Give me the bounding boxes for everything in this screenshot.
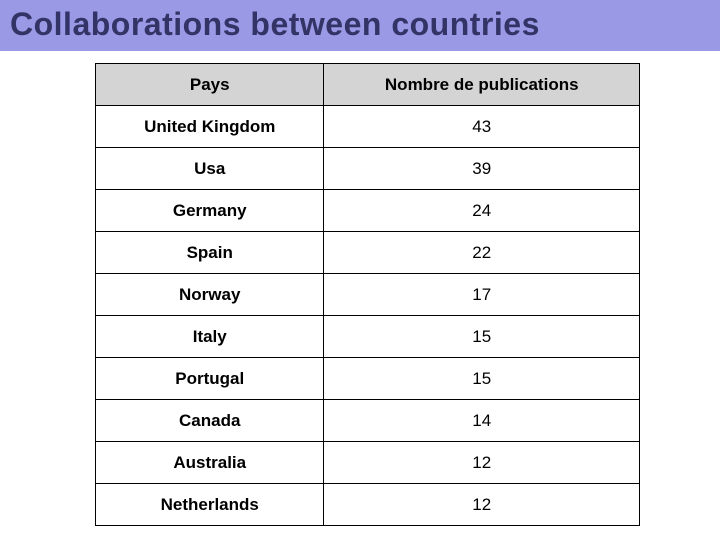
table-row: Portugal 15 <box>96 358 640 400</box>
cell-value: 14 <box>324 400 640 442</box>
table-row: Germany 24 <box>96 190 640 232</box>
cell-value: 15 <box>324 316 640 358</box>
cell-country: Germany <box>96 190 324 232</box>
cell-country: United Kingdom <box>96 106 324 148</box>
cell-country: Portugal <box>96 358 324 400</box>
cell-country: Italy <box>96 316 324 358</box>
cell-value: 24 <box>324 190 640 232</box>
cell-country: Spain <box>96 232 324 274</box>
cell-value: 17 <box>324 274 640 316</box>
cell-value: 39 <box>324 148 640 190</box>
table-row: Usa 39 <box>96 148 640 190</box>
table-row: Australia 12 <box>96 442 640 484</box>
table-row: Norway 17 <box>96 274 640 316</box>
cell-value: 12 <box>324 442 640 484</box>
table-row: Italy 15 <box>96 316 640 358</box>
cell-country: Netherlands <box>96 484 324 526</box>
table-row: Netherlands 12 <box>96 484 640 526</box>
table-row: Spain 22 <box>96 232 640 274</box>
cell-value: 22 <box>324 232 640 274</box>
table-row: Canada 14 <box>96 400 640 442</box>
cell-country: Usa <box>96 148 324 190</box>
table-header-row: Pays Nombre de publications <box>96 64 640 106</box>
cell-country: Canada <box>96 400 324 442</box>
col-header-country: Pays <box>96 64 324 106</box>
cell-country: Norway <box>96 274 324 316</box>
cell-value: 12 <box>324 484 640 526</box>
title-bar: Collaborations between countries <box>0 0 720 51</box>
cell-country: Australia <box>96 442 324 484</box>
page-title: Collaborations between countries <box>10 6 710 43</box>
table-container: Pays Nombre de publications United Kingd… <box>0 51 720 526</box>
cell-value: 43 <box>324 106 640 148</box>
table-row: United Kingdom 43 <box>96 106 640 148</box>
col-header-publications: Nombre de publications <box>324 64 640 106</box>
collaborations-table: Pays Nombre de publications United Kingd… <box>95 63 640 526</box>
cell-value: 15 <box>324 358 640 400</box>
